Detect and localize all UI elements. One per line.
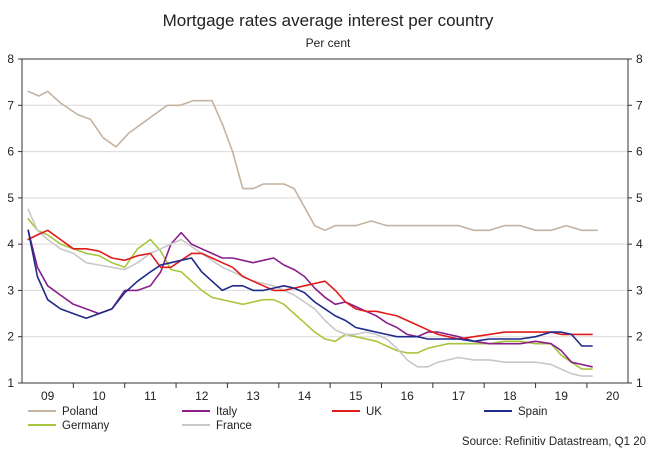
y-tick-label-right: 7 xyxy=(636,98,643,112)
y-tick-label-left: 6 xyxy=(7,145,14,159)
series-line-germany xyxy=(27,217,593,370)
legend-label-poland: Poland xyxy=(62,406,98,418)
series-line-spain xyxy=(27,229,593,347)
y-tick-label-right: 5 xyxy=(636,191,643,205)
gridlines xyxy=(22,104,628,338)
x-tick-label-18: 18 xyxy=(503,389,517,403)
y-tick-label-right: 6 xyxy=(636,145,643,159)
legend: Poland Italy UK Spain Germany France xyxy=(28,406,547,432)
x-tick-label-10: 10 xyxy=(92,389,106,403)
legend-label-germany: Germany xyxy=(62,420,110,432)
legend-label-spain: Spain xyxy=(518,406,547,418)
legend-label-uk: UK xyxy=(366,406,382,418)
x-tick-label-20: 20 xyxy=(606,389,620,403)
series-lines xyxy=(27,90,599,377)
y-tick-label-left: 2 xyxy=(7,330,14,344)
axes: 1 12 23 34 45 56 67 78 809 10 11 12 13 14 15 16 17 18 19 20 xyxy=(7,52,643,403)
x-tick-label-13: 13 xyxy=(246,389,260,403)
x-tick-label-11: 11 xyxy=(144,389,157,403)
legend-label-italy: Italy xyxy=(216,406,237,418)
y-tick-label-left: 8 xyxy=(7,52,14,66)
chart-subtitle: Per cent xyxy=(306,36,351,50)
x-tick-label-12: 12 xyxy=(195,389,209,403)
y-tick-label-left: 1 xyxy=(7,376,14,390)
chart-title: Mortgage rates average interest per coun… xyxy=(163,11,494,30)
series-line-uk xyxy=(27,229,593,340)
y-tick-label-right: 4 xyxy=(636,237,643,251)
y-tick-label-left: 7 xyxy=(7,98,14,112)
series-line-poland xyxy=(27,90,599,232)
x-tick-label-09: 09 xyxy=(41,389,55,403)
x-tick-label-15: 15 xyxy=(349,389,363,403)
y-tick-label-right: 2 xyxy=(636,330,643,344)
x-tick-label-17: 17 xyxy=(452,389,466,403)
legend-label-france: France xyxy=(216,420,252,432)
x-tick-label-14: 14 xyxy=(298,389,312,403)
series-line-italy xyxy=(27,229,593,368)
y-tick-label-left: 4 xyxy=(7,237,14,251)
series-line-france xyxy=(27,208,593,377)
plot-frame xyxy=(21,58,629,384)
y-tick-label-right: 1 xyxy=(636,376,643,390)
source-note: Source: Refinitiv Datastream, Q1 20 xyxy=(462,436,646,448)
x-tick-label-16: 16 xyxy=(400,389,414,403)
x-tick-label-19: 19 xyxy=(555,389,569,403)
y-tick-label-right: 3 xyxy=(636,283,643,297)
y-tick-label-left: 3 xyxy=(7,283,14,297)
y-tick-label-right: 8 xyxy=(636,52,643,66)
y-tick-label-left: 5 xyxy=(7,191,14,205)
